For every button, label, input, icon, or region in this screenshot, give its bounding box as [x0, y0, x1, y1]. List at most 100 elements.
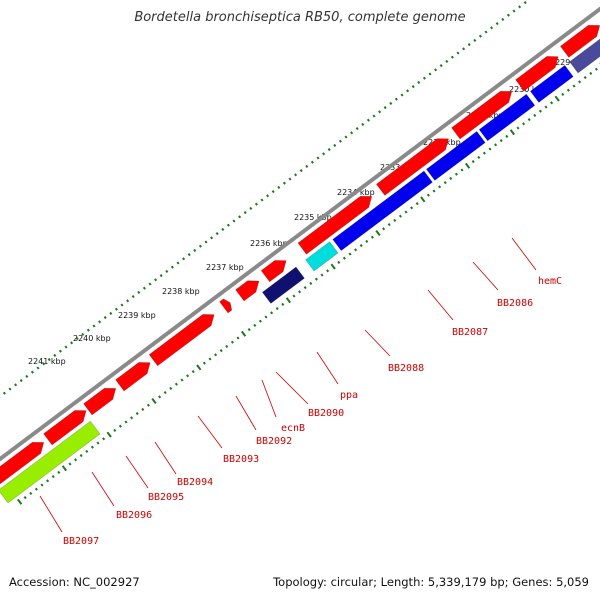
outer-tick — [394, 97, 398, 101]
inner-tick — [432, 189, 436, 193]
inner-tick — [247, 328, 251, 332]
outer-tick — [64, 345, 68, 349]
inner-tick — [309, 281, 313, 285]
outer-tick — [154, 278, 158, 282]
inner-tick — [191, 370, 195, 374]
inner-tick — [387, 223, 391, 227]
outer-tick — [131, 295, 135, 299]
inner-tick — [578, 80, 582, 84]
outer-tick — [434, 68, 438, 72]
inner-tick — [151, 397, 157, 405]
inner-tick — [527, 118, 531, 122]
leader-line — [197, 415, 223, 449]
outer-tick — [378, 110, 382, 114]
outer-tick — [120, 303, 124, 307]
forward-gene — [297, 195, 373, 255]
ruler-label: 2230 kbp — [509, 85, 547, 94]
outer-tick — [86, 328, 90, 332]
outer-tick — [14, 383, 18, 387]
ruler-label: 2238 kbp — [162, 287, 200, 296]
inner-tick — [415, 202, 419, 206]
outer-tick — [148, 282, 152, 286]
reverse-gene — [425, 130, 486, 181]
gene-label: BB2097 — [63, 536, 99, 547]
leader-line — [364, 329, 391, 357]
inner-tick — [314, 277, 318, 281]
inner-tick — [410, 206, 414, 210]
inner-tick — [281, 302, 285, 306]
outer-tick — [333, 143, 337, 147]
cyan-gene — [305, 241, 339, 272]
inner-tick — [488, 147, 492, 151]
outer-tick — [30, 370, 34, 374]
outer-tick — [355, 127, 359, 131]
outer-tick — [238, 215, 242, 219]
outer-tick — [406, 89, 410, 93]
inner-tick — [113, 428, 117, 432]
inner-tick — [348, 252, 352, 256]
outer-tick — [42, 362, 46, 366]
genome-summary: Topology: circular; Length: 5,339,179 bp… — [273, 575, 589, 589]
inner-tick — [538, 109, 542, 113]
dark-gene — [261, 266, 305, 304]
leader-line — [427, 289, 454, 321]
ruler-label: 2237 kbp — [206, 263, 244, 272]
outer-tick — [445, 59, 449, 63]
outer-tick — [142, 286, 146, 290]
forward-gene — [375, 138, 449, 196]
inner-tick — [482, 151, 486, 155]
inner-tick — [225, 344, 229, 348]
outer-tick — [109, 311, 113, 315]
leader-line — [154, 441, 177, 475]
inner-tick — [68, 462, 72, 466]
inner-tick — [382, 227, 386, 231]
outer-tick — [338, 139, 342, 143]
leader-line — [125, 455, 149, 489]
outer-tick — [478, 34, 482, 38]
inner-tick — [174, 382, 178, 386]
outer-tick — [422, 76, 426, 80]
outer-tick — [266, 194, 270, 198]
inner-tick — [23, 496, 27, 500]
outer-tick — [439, 64, 443, 68]
outer-tick — [501, 17, 505, 21]
outer-tick — [473, 38, 477, 42]
outer-tick — [70, 341, 74, 345]
outer-tick — [170, 265, 174, 269]
outer-tick — [137, 290, 141, 294]
inner-tick — [544, 105, 548, 109]
inner-tick — [393, 218, 397, 222]
leader-line — [39, 495, 63, 533]
inner-tick — [46, 479, 50, 483]
outer-tick — [98, 320, 102, 324]
outer-tick — [277, 185, 281, 189]
inner-tick — [74, 458, 78, 462]
inner-tick — [370, 235, 374, 239]
inner-tick — [499, 139, 503, 143]
ruler-label: 2240 kbp — [73, 334, 111, 343]
outer-tick — [182, 257, 186, 261]
outer-tick — [226, 223, 230, 227]
gene-label: ppa — [340, 390, 358, 401]
outer-tick — [361, 122, 365, 126]
inner-tick — [118, 424, 122, 428]
inner-tick — [365, 239, 369, 243]
inner-tick — [180, 378, 184, 382]
outer-tick — [344, 135, 348, 139]
inner-tick — [186, 374, 190, 378]
outer-tick — [215, 232, 219, 236]
inner-tick — [264, 315, 268, 319]
ruler-label: 2229 kbp — [550, 58, 588, 67]
outer-tick — [310, 160, 314, 164]
gene-label: BB2088 — [388, 363, 424, 374]
outer-tick — [450, 55, 454, 59]
outer-tick — [299, 169, 303, 173]
outer-tick — [92, 324, 96, 328]
outer-tick — [495, 22, 499, 26]
gene-label: BB2087 — [452, 327, 488, 338]
inner-tick — [449, 176, 453, 180]
inner-tick — [29, 491, 33, 495]
gene-label: BB2094 — [177, 477, 213, 488]
inner-tick — [303, 286, 307, 290]
